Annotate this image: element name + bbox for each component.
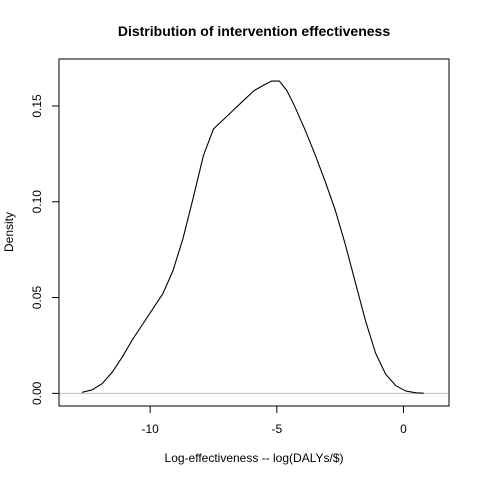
chart-title: Distribution of intervention effectivene… [118,23,390,39]
x-axis-label: Log-effectiveness -- log(DALYs/$) [165,451,344,465]
y-tick-label: 0.00 [30,381,44,405]
x-tick-label: -10 [141,422,159,436]
y-tick-label: 0.05 [30,286,44,310]
density-curve-0 [81,80,424,394]
x-axis: -10 -5 0 [141,405,407,436]
y-tick-label: 0.15 [30,94,44,118]
x-tick-label: -5 [271,422,282,436]
y-axis-label: Density [2,212,16,252]
y-axis: 0.00 0.05 0.10 0.15 [30,94,60,405]
x-tick-label: 0 [400,422,407,436]
y-tick-label: 0.10 [30,190,44,214]
